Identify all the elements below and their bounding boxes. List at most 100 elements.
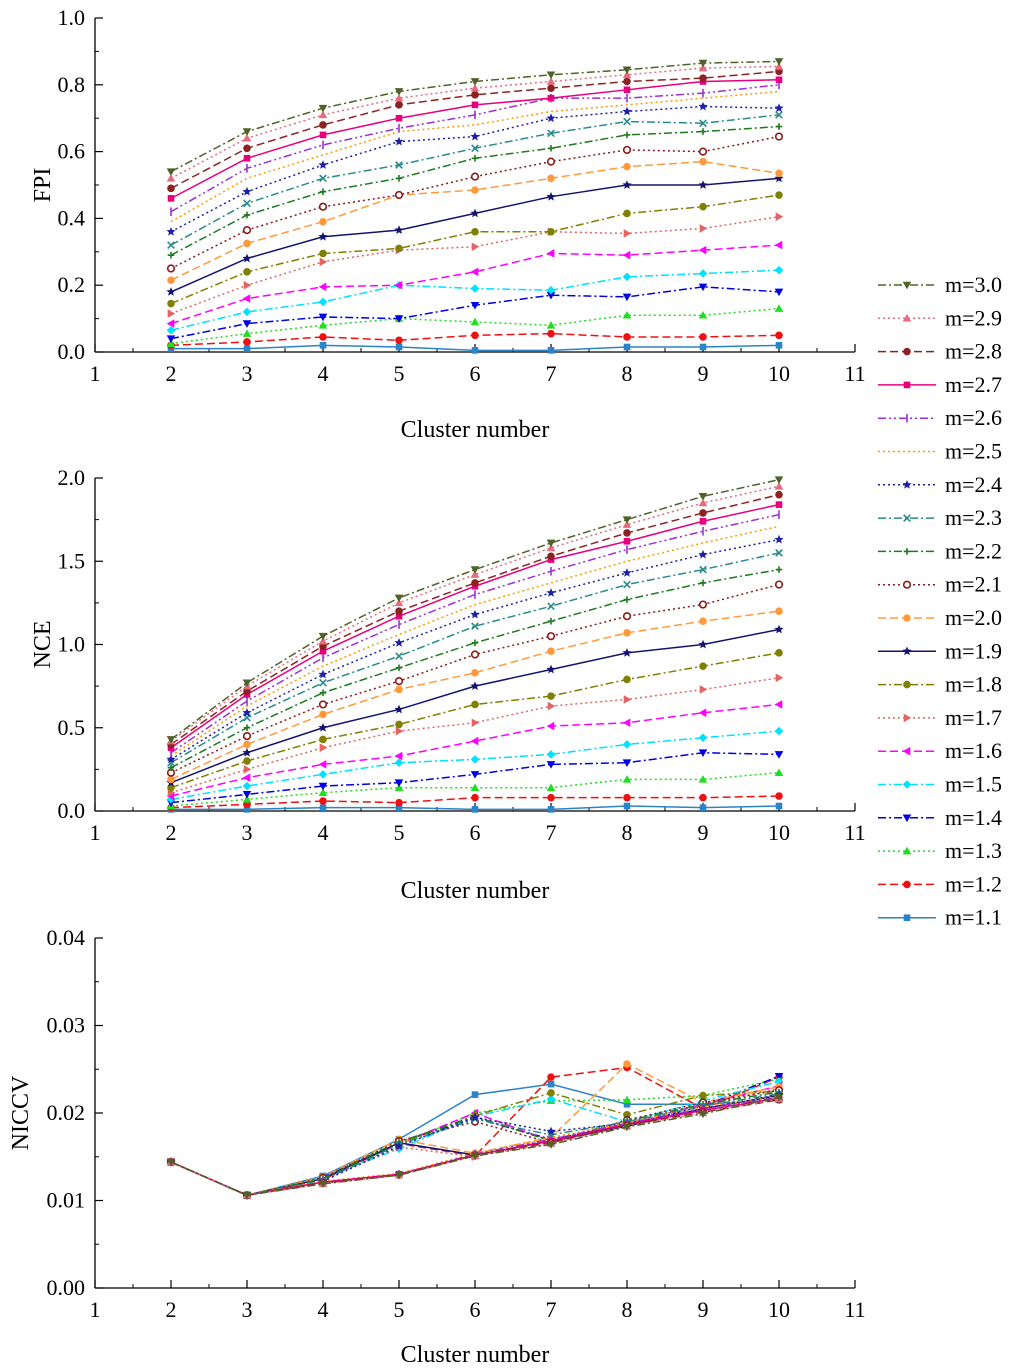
data-point [470, 566, 480, 574]
data-point [242, 795, 252, 803]
x-tick-label: 11 [844, 1297, 865, 1322]
data-point [395, 343, 403, 351]
data-point [774, 103, 784, 113]
data-point [166, 174, 176, 182]
data-point [623, 629, 631, 637]
legend: m=3.0 m=2.9 m=2.8 m=2.7 m=2.6 m=2.5 m=2.4 m=2.3… [878, 272, 1002, 930]
legend-label: m=3.0 [945, 272, 1002, 297]
series-line [170, 552, 780, 764]
legend-item: m=2.7 [878, 372, 1002, 397]
data-point [546, 750, 556, 759]
legend-item: m=2.0 [878, 605, 1002, 630]
data-point [547, 617, 555, 625]
data-point [774, 624, 784, 634]
data-point [319, 689, 327, 697]
data-point [546, 761, 556, 769]
data-point [547, 1073, 555, 1081]
series-line [170, 135, 780, 270]
data-point [546, 157, 556, 166]
x-tick-label: 11 [844, 820, 865, 845]
data-point [546, 664, 556, 674]
data-point [774, 580, 784, 589]
data-point [622, 145, 632, 155]
data-point [167, 764, 175, 772]
data-point [699, 224, 708, 233]
data-point [319, 735, 327, 744]
data-point [470, 78, 480, 86]
series-line [170, 493, 780, 746]
x-tick-label: 10 [768, 361, 790, 386]
data-point [698, 498, 708, 507]
data-point [546, 285, 556, 295]
data-point [622, 1095, 632, 1104]
legend-item: m=2.1 [878, 572, 1002, 597]
series-line [170, 1090, 780, 1197]
data-point [394, 280, 403, 290]
data-point [699, 579, 707, 587]
data-point [698, 549, 708, 559]
y-tick-label: 0.04 [47, 925, 86, 950]
y-tick-label: 0.5 [58, 715, 86, 740]
legend-swatch-marker [903, 680, 911, 689]
series-line [170, 525, 780, 757]
data-point [699, 333, 707, 341]
y-tick-label: 0.02 [47, 1100, 86, 1125]
data-point [471, 700, 479, 709]
data-point [318, 297, 328, 307]
data-point [242, 128, 252, 136]
y-tick-label: 0.0 [58, 339, 86, 364]
series-line [170, 485, 780, 742]
series-line [170, 70, 780, 190]
data-point [622, 272, 632, 282]
data-point [622, 310, 632, 319]
data-point [546, 783, 556, 791]
data-point [166, 168, 176, 176]
data-point [699, 128, 707, 135]
x-tick-label: 5 [394, 361, 405, 386]
legend-item: m=2.5 [878, 439, 1002, 464]
x-tick-label: 4 [318, 820, 329, 845]
data-point [242, 773, 251, 782]
data-point [775, 212, 784, 222]
legend-label: m=1.2 [945, 871, 1002, 896]
data-point [547, 84, 555, 92]
data-point [546, 588, 556, 597]
data-point [546, 539, 556, 548]
data-point [471, 579, 479, 587]
data-point [546, 71, 556, 80]
data-point [471, 242, 480, 252]
data-point [471, 154, 479, 162]
data-point [243, 268, 251, 276]
data-point [699, 793, 707, 802]
data-point [395, 607, 403, 616]
data-point [242, 707, 252, 717]
x-tick-label: 4 [318, 1297, 329, 1322]
data-point [471, 806, 479, 813]
x-tick-label: 1 [90, 1297, 101, 1322]
legend-swatch-marker [903, 514, 911, 522]
x-tick-label: 5 [394, 1297, 405, 1322]
data-point [546, 291, 556, 300]
data-point [470, 172, 480, 181]
data-point [546, 191, 556, 201]
data-point [394, 190, 404, 200]
data-point [698, 59, 708, 68]
y-tick-label: 0.2 [58, 272, 86, 297]
data-point [699, 74, 707, 82]
data-point [395, 114, 403, 122]
data-point [622, 718, 631, 728]
data-point [242, 679, 252, 688]
data-point [318, 770, 328, 779]
data-point [698, 600, 708, 609]
data-point [318, 632, 328, 641]
data-point [394, 594, 404, 603]
data-point [547, 1080, 555, 1088]
data-point [318, 788, 328, 796]
data-point [623, 209, 631, 218]
data-point [623, 1100, 631, 1108]
legend-label: m=1.3 [945, 838, 1002, 863]
data-point [774, 726, 784, 736]
legend-swatch-marker [903, 880, 911, 889]
legend-swatch-marker [902, 580, 912, 589]
data-point [167, 251, 175, 259]
